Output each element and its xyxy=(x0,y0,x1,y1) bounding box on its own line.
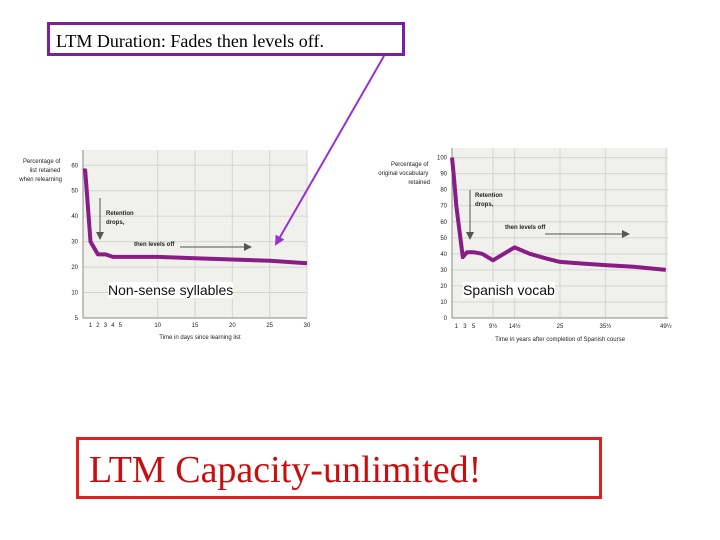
chart-2-caption: Spanish vocab xyxy=(463,282,555,298)
chart-2-ylabel-line-1: Percentage of xyxy=(391,162,429,168)
chart-1-xlabel: Time in days since learning list xyxy=(159,335,241,341)
chart-2-xtick-label: 9½ xyxy=(489,323,497,330)
chart-2-xtick-label: 35½ xyxy=(600,323,612,330)
chart-1-xtick-label: 5 xyxy=(119,323,123,329)
chart-2-xtick-label: 14½ xyxy=(509,323,521,330)
chart-1-series-line xyxy=(83,168,308,266)
chart-1-ylabel: Percentage of list retained when relearn… xyxy=(18,159,62,183)
chart-1-annotation-levels: then levels off xyxy=(134,242,175,248)
chart-2-ytick-label: 50 xyxy=(440,236,447,242)
chart-2-xtick-label: 25 xyxy=(557,324,564,330)
chart-1-ytick-label: 10 xyxy=(71,291,78,297)
chart-1-ytick-label: 20 xyxy=(71,265,78,271)
chart-1-xtick-label: 1 xyxy=(89,323,93,329)
chart-2-ytick-label: 60 xyxy=(440,220,447,226)
pointer-arrow xyxy=(275,55,385,246)
chart-1-grid xyxy=(83,150,308,318)
chart-2-ytick-label: 20 xyxy=(440,284,447,290)
chart-2-x-ticks: 1 3 5 9½ 14½ 25 35½ 49½ xyxy=(455,323,672,330)
chart-2-ylabel: Percentage of original vocabulary retain… xyxy=(378,162,430,186)
chart-1-xtick-label: 25 xyxy=(266,323,273,329)
chart-1-xtick-label: 4 xyxy=(111,323,115,329)
chart-2-ytick-label: 30 xyxy=(440,268,447,274)
chart-2-xtick-label: 5 xyxy=(472,324,476,330)
chart-1-ytick-label: 60 xyxy=(71,163,78,169)
chart-1-xtick-label: 3 xyxy=(104,323,108,329)
chart-2-ytick-label: 70 xyxy=(440,204,447,210)
chart-1-xtick-label: 20 xyxy=(229,323,236,329)
chart-2-ytick-label: 80 xyxy=(440,188,447,194)
chart-2-xtick-label: 3 xyxy=(463,324,467,330)
capacity-box: LTM Capacity-unlimited! xyxy=(76,437,602,499)
chart-1-ylabel-line-3: when relearning xyxy=(18,177,62,183)
chart-1-caption: Non-sense syllables xyxy=(108,282,234,298)
chart-2-y-ticks: 0 10 20 30 40 50 60 70 80 90 100 xyxy=(437,156,448,322)
capacity-statement: LTM Capacity-unlimited! xyxy=(89,449,482,491)
chart-2-annotation-levels: then levels off xyxy=(505,225,546,231)
chart-2-ylabel-line-3: retained xyxy=(408,180,430,186)
chart-2-ytick-label: 100 xyxy=(437,156,448,162)
chart-1-annotation-drops-line-1: Retention xyxy=(106,211,134,217)
chart-1-xtick-label: 15 xyxy=(192,323,199,329)
chart-1-x-ticks: 1 2 3 4 5 10 15 20 25 30 xyxy=(89,323,311,329)
chart-2-annotation-drops-line-2: drops, xyxy=(475,202,494,208)
chart-2-xtick-label: 49½ xyxy=(660,323,672,330)
chart-2-ylabel-line-2: original vocabulary xyxy=(378,171,428,177)
chart-1-y-ticks: 5 10 20 30 40 50 60 xyxy=(71,163,78,322)
chart-1-ytick-label: 5 xyxy=(75,316,79,322)
chart-1-ytick-label: 50 xyxy=(71,189,78,195)
chart-1-xtick-label: 2 xyxy=(96,323,100,329)
chart-2-annotation-drops-line-1: Retention xyxy=(475,193,503,199)
chart-1-annotation-drops-line-2: drops, xyxy=(106,220,125,226)
chart-1-ylabel-line-2: list retained xyxy=(30,168,61,174)
title-box: LTM Duration: Fades then levels off. xyxy=(47,22,405,56)
chart-2-ytick-label: 40 xyxy=(440,252,447,258)
chart-1-xtick-label: 10 xyxy=(154,323,161,329)
chart-1-ytick-label: 40 xyxy=(71,214,78,220)
slide-title: LTM Duration: Fades then levels off. xyxy=(56,31,324,51)
chart-2-ytick-label: 90 xyxy=(440,172,447,178)
chart-2-ytick-label: 10 xyxy=(440,300,447,306)
chart-1-annotation-drops: Retention drops, xyxy=(106,211,135,226)
chart-2-series-line xyxy=(450,157,666,272)
chart-1-ytick-label: 30 xyxy=(71,240,78,246)
chart-1-ylabel-line-1: Percentage of xyxy=(23,159,61,165)
chart-2-xlabel: Time in years after completion of Spanis… xyxy=(495,337,626,343)
chart-2-ytick-label: 0 xyxy=(444,316,448,322)
chart-2-annotation-drops: Retention drops, xyxy=(475,193,504,208)
chart-2-xtick-label: 1 xyxy=(455,324,459,330)
chart-1-xtick-label: 30 xyxy=(304,323,311,329)
